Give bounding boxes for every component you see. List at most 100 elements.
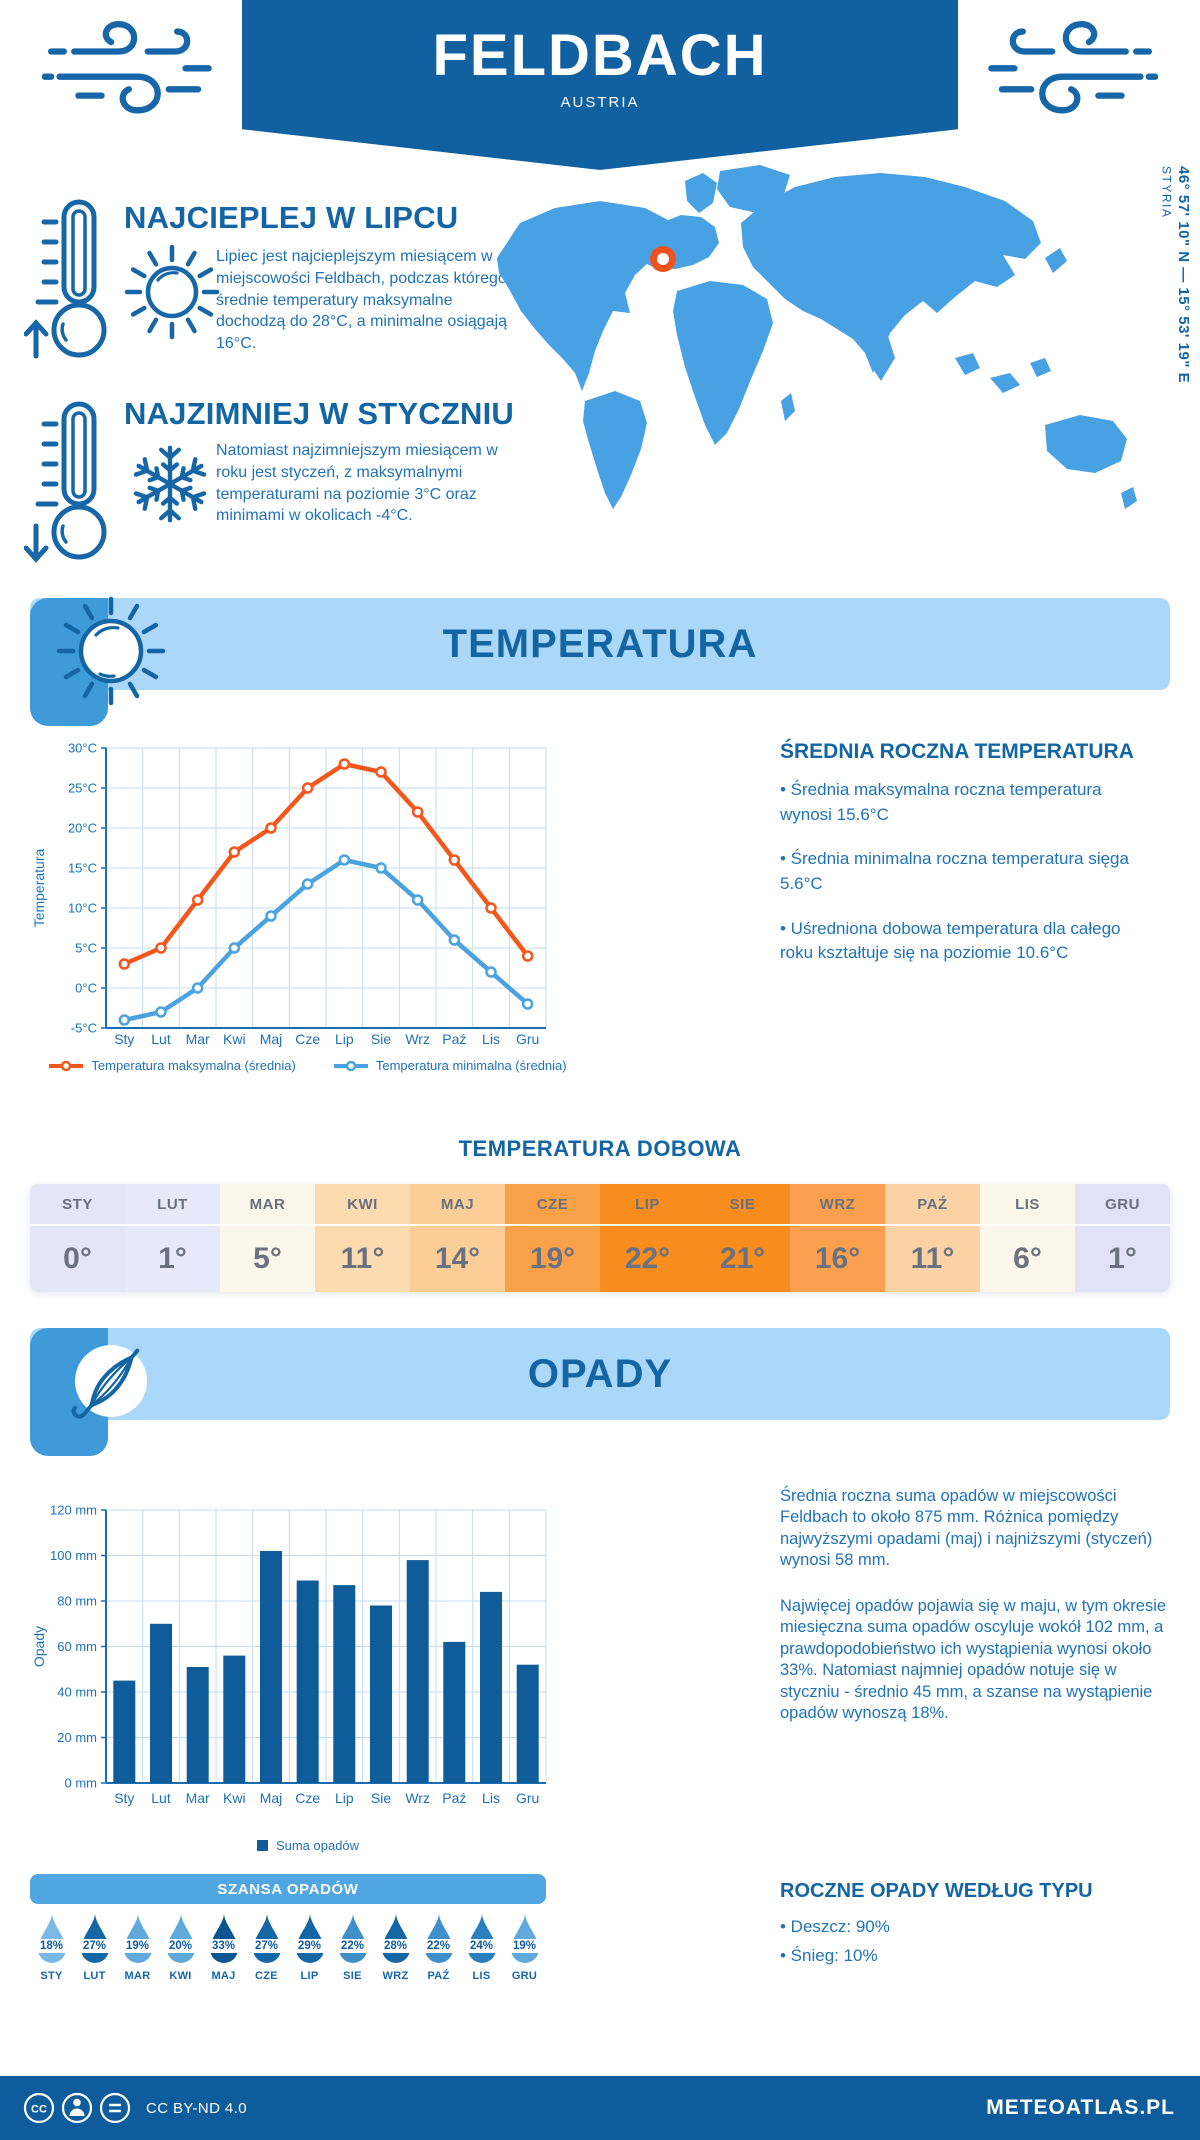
raindrop-icon xyxy=(37,1913,66,1963)
precipitation-chance-item: 33% MAJ xyxy=(202,1912,245,1982)
precipitation-bar-chart: 0 mm 20 mm 40 mm 60 mm 80 mm 100 mm 120 mm Sty L… xyxy=(31,1503,547,1806)
svg-text:Maj: Maj xyxy=(260,1031,283,1047)
svg-text:15°C: 15°C xyxy=(68,861,97,876)
daily-temp-value: 11° xyxy=(910,1242,955,1275)
daily-temperature-title: TEMPERATURA DOBOWA xyxy=(458,1136,742,1161)
precipitation-chance-item: 24% LIS xyxy=(460,1912,503,1982)
coordinates-text: 46° 57' 10" N — 15° 53' 19" E xyxy=(1175,166,1192,384)
daily-month-label: LIS xyxy=(980,1184,1075,1226)
precipitation-chance-row: 18% STY 27% LUT 19% MAR 20% KWI 33% MAJ 27% CZE 29% L… xyxy=(30,1912,546,1982)
daily-temp-value: 21° xyxy=(719,1242,766,1275)
svg-text:10°C: 10°C xyxy=(68,901,97,916)
daily-temp-value: 19° xyxy=(529,1242,576,1275)
chance-value: 22% xyxy=(418,1939,459,1953)
chance-month-label: MAR xyxy=(124,1970,151,1982)
svg-text:Kwi: Kwi xyxy=(223,1790,246,1806)
annual-heading: ŚREDNIA ROCZNA TEMPERATURA xyxy=(780,740,1134,763)
chance-month-label: KWI xyxy=(169,1970,192,1982)
raindrop: 27% xyxy=(74,1912,115,1964)
raindrop: 29% xyxy=(289,1912,330,1964)
daily-month-label: PAŹ xyxy=(885,1184,980,1226)
daily-month-label: SIE xyxy=(695,1184,790,1226)
precipitation-band xyxy=(30,1328,1170,1420)
precipitation-chance-item: 22% PAŹ xyxy=(417,1912,460,1982)
temperature-chart-legend: Temperatura maksymalna (średnia) Tempera… xyxy=(28,1058,588,1073)
svg-text:Cze: Cze xyxy=(295,1790,320,1806)
legend-item-sum: Suma opadów xyxy=(256,1838,360,1853)
svg-text:40 mm: 40 mm xyxy=(57,1685,97,1700)
svg-text:Maj: Maj xyxy=(260,1790,283,1806)
region-label: STYRIA xyxy=(1159,166,1174,219)
annual-temperature-summary: ŚREDNIA ROCZNA TEMPERATURA • Średnia mak… xyxy=(780,740,1158,986)
svg-text:Paź: Paź xyxy=(442,1790,466,1806)
raindrop-icon xyxy=(166,1913,195,1963)
annual-bullet: • Średnia minimalna roczna temperatura s… xyxy=(780,849,1129,893)
temperature-band xyxy=(30,598,1170,690)
footer-bar: CC CC BY-ND 4.0 METEOATLAS.PL xyxy=(0,2076,1200,2140)
svg-text:Lis: Lis xyxy=(482,1031,500,1047)
svg-text:Lip: Lip xyxy=(335,1790,354,1806)
svg-text:Lut: Lut xyxy=(151,1790,171,1806)
daily-temp-value: 14° xyxy=(434,1242,481,1275)
precipitation-chance-item: 27% LUT xyxy=(73,1912,116,1982)
daily-temp-column: PAŹ 11° xyxy=(885,1184,980,1292)
chance-value: 22% xyxy=(332,1939,373,1953)
svg-text:Mar: Mar xyxy=(186,1790,210,1806)
precipitation-by-type: ROCZNE OPADY WEDŁUG TYPU • Deszcz: 90% •… xyxy=(780,1880,1170,1971)
daily-month-label: LUT xyxy=(125,1184,220,1226)
raindrop: 22% xyxy=(418,1912,459,1964)
daily-month-label: CZE xyxy=(505,1184,600,1226)
chance-value: 27% xyxy=(74,1939,115,1953)
thermometer-down-icon xyxy=(24,401,107,563)
raindrop: 24% xyxy=(461,1912,502,1964)
daily-temp-column: SIE 21° xyxy=(695,1184,790,1292)
daily-temp-column: MAJ 14° xyxy=(410,1184,505,1292)
legend-label: Suma opadów xyxy=(275,1838,360,1853)
precipitation-chance-item: 29% LIP xyxy=(288,1912,331,1982)
raindrop-icon xyxy=(123,1913,152,1963)
location-marker xyxy=(650,246,676,272)
svg-text:Kwi: Kwi xyxy=(223,1031,246,1047)
svg-text:5°C: 5°C xyxy=(75,941,97,956)
raindrop: 22% xyxy=(332,1912,373,1964)
daily-temp-value: 6° xyxy=(1013,1242,1042,1275)
daily-month-label: WRZ xyxy=(790,1184,885,1226)
svg-text:Wrz: Wrz xyxy=(405,1031,430,1047)
warmest-text: Lipiec jest najcieplejszym miesiącem w m… xyxy=(216,248,508,352)
chance-month-label: STY xyxy=(40,1970,63,1982)
precipitation-chance-item: 28% WRZ xyxy=(374,1912,417,1982)
raindrop-icon xyxy=(209,1913,238,1963)
temperature-section-title: TEMPERATURA xyxy=(442,621,758,666)
chance-value: 33% xyxy=(203,1939,244,1953)
by-type-heading: ROCZNE OPADY WEDŁUG TYPU xyxy=(780,1880,1093,1902)
location-title: FELDBACH xyxy=(432,23,768,88)
raindrop-icon xyxy=(252,1913,281,1963)
svg-text:Sie: Sie xyxy=(371,1790,391,1806)
raindrop-icon xyxy=(338,1913,367,1963)
chance-value: 24% xyxy=(461,1939,502,1953)
daily-temp-value: 22° xyxy=(624,1242,671,1275)
site-brand: METEOATLAS.PL xyxy=(986,2096,1175,2119)
daily-temp-column: LUT 1° xyxy=(125,1184,220,1292)
chance-value: 19% xyxy=(117,1939,158,1953)
legend-item-max: Temperatura maksymalna (średnia) xyxy=(49,1058,296,1073)
daily-temp-column: STY 0° xyxy=(30,1184,125,1292)
chance-value: 27% xyxy=(246,1939,287,1953)
daily-temp-column: MAR 5° xyxy=(220,1184,315,1292)
precipitation-chance-item: 20% KWI xyxy=(159,1912,202,1982)
svg-text:Lut: Lut xyxy=(151,1031,171,1047)
precipitation-summary: Średnia roczna suma opadów w miejscowośc… xyxy=(780,1486,1172,1748)
daily-temp-column: WRZ 16° xyxy=(790,1184,885,1292)
chance-month-label: MAJ xyxy=(211,1970,236,1982)
svg-text:Sie: Sie xyxy=(371,1031,391,1047)
legend-item-min: Temperatura minimalna (średnia) xyxy=(333,1058,567,1073)
annual-bullet: • Uśredniona dobowa temperatura dla całe… xyxy=(780,918,1121,963)
raindrop-icon xyxy=(510,1913,539,1963)
raindrop-icon xyxy=(467,1913,496,1963)
daily-temp-value: 16° xyxy=(814,1242,861,1275)
svg-text:Gru: Gru xyxy=(516,1790,539,1806)
raindrop: 33% xyxy=(203,1912,244,1964)
chance-month-label: LIP xyxy=(300,1970,319,1982)
svg-text:Paź: Paź xyxy=(442,1031,466,1047)
